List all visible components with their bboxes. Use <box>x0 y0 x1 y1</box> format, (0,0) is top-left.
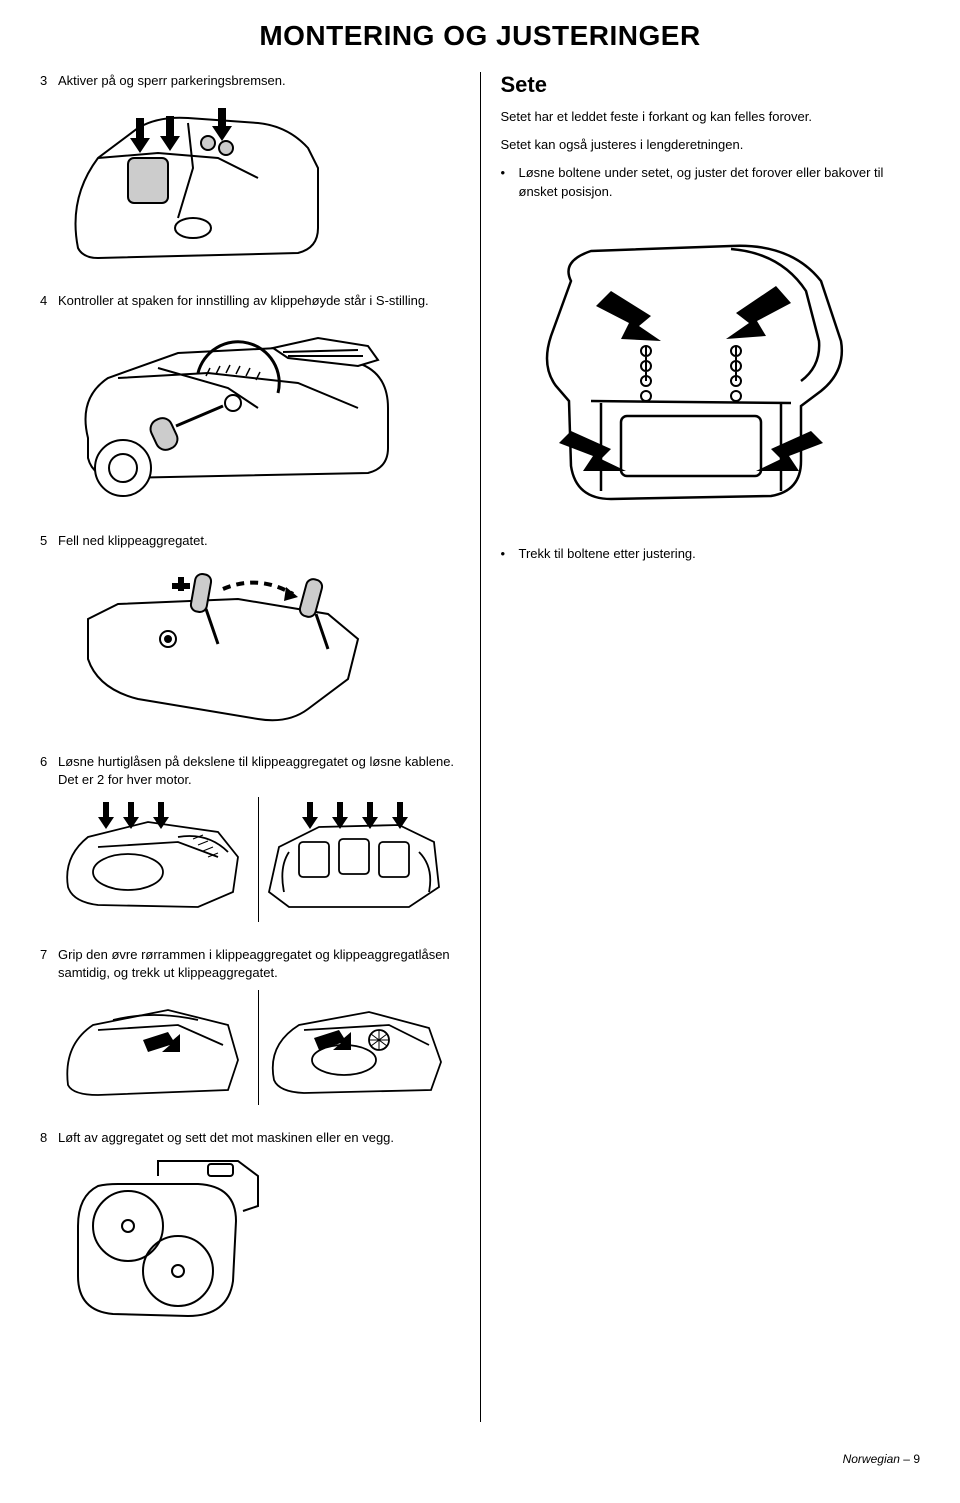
left-column: 3 Aktiver på og sperr parkeringsbremsen. <box>40 72 480 1422</box>
step-6: 6 Løsne hurtiglåsen på dekslene til klip… <box>40 753 460 789</box>
figure-height-lever <box>58 318 460 508</box>
figure-deck-removed <box>58 1156 460 1326</box>
step-3: 3 Aktiver på og sperr parkeringsbremsen. <box>40 72 460 90</box>
step-8: 8 Løft av aggregatet og sett det mot mas… <box>40 1129 460 1147</box>
step-number: 7 <box>40 946 58 964</box>
step-text: Løsne hurtiglåsen på dekslene til klippe… <box>58 753 460 789</box>
bullet-icon: • <box>501 164 519 182</box>
step-7: 7 Grip den øvre rørrammen i klippeaggreg… <box>40 946 460 982</box>
step-number: 6 <box>40 753 58 771</box>
figure-pull-deck <box>58 990 460 1105</box>
step-number: 3 <box>40 72 58 90</box>
bullet-text: Trekk til boltene etter justering. <box>519 545 696 563</box>
footer-sep: – <box>900 1452 913 1466</box>
step-text: Fell ned klippeaggregatet. <box>58 532 460 550</box>
figure-seat-adjust <box>501 231 921 521</box>
sete-heading: Sete <box>501 72 921 98</box>
bullet-text: Løsne boltene under setet, og juster det… <box>519 164 921 200</box>
step-text: Kontroller at spaken for innstilling av … <box>58 292 460 310</box>
step-text: Aktiver på og sperr parkeringsbremsen. <box>58 72 460 90</box>
figure-parking-brake <box>58 98 460 268</box>
step-text: Grip den øvre rørrammen i klippeaggregat… <box>58 946 460 982</box>
step-text: Løft av aggregatet og sett det mot maski… <box>58 1129 460 1147</box>
sete-bullet-2: • Trekk til boltene etter justering. <box>501 545 921 563</box>
step-number: 5 <box>40 532 58 550</box>
figure-cable-release <box>58 797 460 922</box>
page-footer: Norwegian – 9 <box>40 1452 920 1466</box>
right-column: Sete Setet har et leddet feste i forkant… <box>480 72 921 1422</box>
sete-p2: Setet kan også justeres i lengderetninge… <box>501 136 921 154</box>
bullet-icon: • <box>501 545 519 563</box>
sete-bullet-1: • Løsne boltene under setet, og juster d… <box>501 164 921 200</box>
sete-p1: Setet har et leddet feste i forkant og k… <box>501 108 921 126</box>
footer-page-number: 9 <box>913 1452 920 1466</box>
page-title: MONTERING OG JUSTERINGER <box>40 20 920 52</box>
step-4: 4 Kontroller at spaken for innstilling a… <box>40 292 460 310</box>
step-number: 8 <box>40 1129 58 1147</box>
footer-language: Norwegian <box>843 1452 900 1466</box>
figure-lower-deck <box>58 559 460 729</box>
step-number: 4 <box>40 292 58 310</box>
step-5: 5 Fell ned klippeaggregatet. <box>40 532 460 550</box>
two-column-layout: 3 Aktiver på og sperr parkeringsbremsen. <box>40 72 920 1422</box>
